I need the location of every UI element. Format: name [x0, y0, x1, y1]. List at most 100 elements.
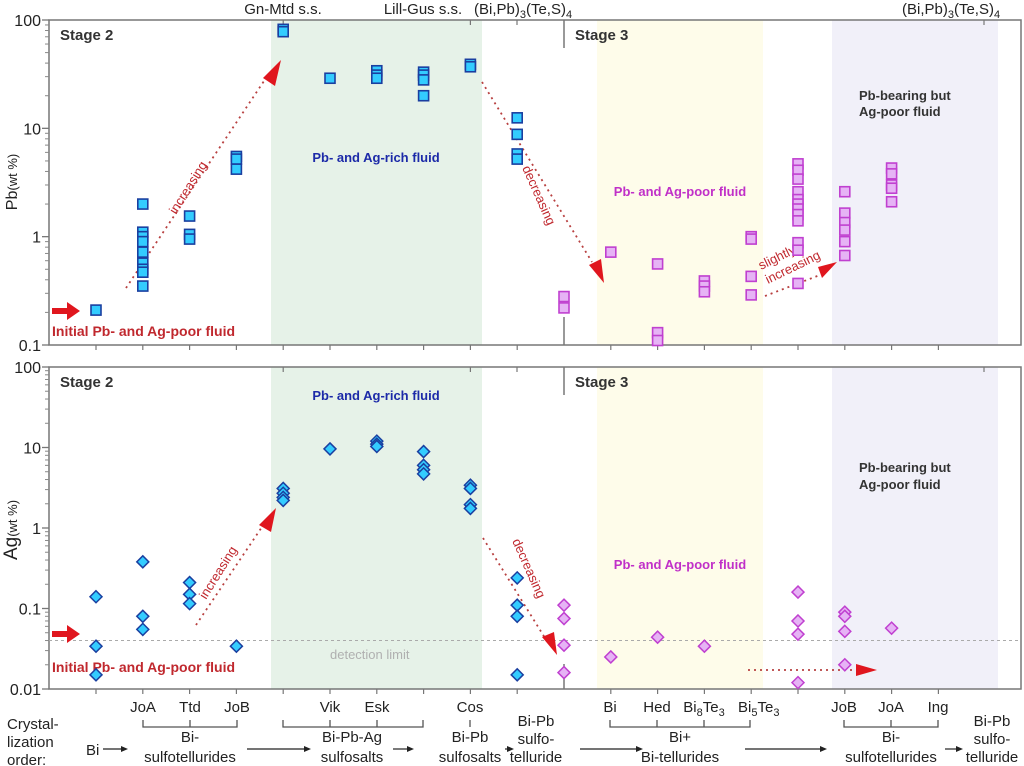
data-point	[324, 72, 336, 85]
formula-part: (Te,S)	[526, 1, 566, 18]
crystallization-label-1: Crystal-	[7, 716, 59, 733]
data-point	[369, 439, 384, 454]
formula-part: Te	[757, 699, 773, 716]
y-tick-label: 1	[32, 521, 41, 538]
data-point	[603, 649, 618, 665]
order-group-3-line2: sulfosalts	[439, 749, 502, 766]
data-point	[745, 233, 758, 245]
band-poor-bottom	[597, 367, 763, 689]
band-poor-top	[597, 20, 763, 345]
y-tick-label: 0.01	[10, 682, 41, 699]
order-arrow-3-head-icon	[407, 746, 414, 752]
order-arrow-6-head-icon	[820, 746, 827, 752]
data-point	[464, 60, 477, 73]
crystallization-label-3: order:	[7, 752, 46, 766]
annotation-rich-top: Pb- and Ag-rich fluid	[312, 150, 439, 165]
mineral-label-cos: Cos	[457, 699, 484, 716]
trend-line-decreasing-top	[481, 81, 593, 263]
trend-line-increasing-top	[125, 74, 269, 289]
trend-line-decreasing-bottom	[482, 537, 546, 639]
data-point	[510, 667, 525, 682]
data-point	[417, 89, 430, 102]
y-tick-label: 0.1	[19, 602, 41, 619]
data-point	[838, 207, 851, 219]
annotation-increasing-top: increasing	[166, 158, 210, 216]
data-point	[604, 246, 617, 258]
y-axis-label-ag-unit: (wt %)	[5, 500, 20, 537]
data-point	[183, 210, 196, 222]
data-point	[838, 185, 851, 198]
data-point	[416, 444, 431, 459]
mineral-label-vik: Vik	[320, 699, 341, 716]
data-point	[558, 302, 570, 314]
data-point	[885, 195, 898, 208]
data-point	[838, 249, 851, 262]
data-point	[183, 233, 196, 245]
order-group-1-line2: sulfotellurides	[144, 749, 236, 766]
order-group-1-line1: Bi-	[181, 729, 199, 746]
annotation-decreasing-top: decreasing	[519, 163, 559, 227]
order-arrow-2-head-icon	[304, 746, 311, 752]
group-brackets	[142, 720, 939, 728]
y-tick-label: 1	[32, 230, 41, 247]
mineral-label-ttd: Ttd	[179, 699, 201, 716]
annotation-bearing-bottom-2: Ag-poor fluid	[859, 477, 941, 492]
data-point	[511, 153, 524, 165]
stage-3-label-top: Stage 3	[575, 27, 628, 44]
data-point	[697, 639, 712, 654]
formula-sub: 3	[520, 9, 526, 21]
data-point	[88, 639, 104, 654]
data-point	[558, 290, 570, 303]
arrow-initial-bottom-icon	[52, 625, 80, 643]
data-point	[792, 173, 804, 185]
mineral-label-job-2: JoB	[831, 699, 857, 716]
y-tick-label: 10	[23, 121, 41, 138]
data-point	[792, 215, 804, 227]
band-bearing-bottom	[832, 367, 998, 689]
formula-part: Bi	[683, 699, 696, 716]
arrow-head-decreasing-bottom-icon	[542, 632, 557, 655]
data-point	[556, 598, 572, 613]
data-point	[510, 609, 525, 624]
data-point	[90, 304, 102, 316]
order-group-2-line1: Bi-Pb-Ag	[322, 729, 382, 746]
formula-sub: 5	[751, 707, 757, 719]
y-tick-label: 100	[14, 360, 41, 377]
order-group-5-line2: Bi-tellurides	[641, 749, 719, 766]
data-point	[137, 198, 149, 210]
plot-frame-top	[48, 19, 1022, 346]
mineral-label-joa-2: JoA	[878, 699, 904, 716]
arrow-head-increasing-top-icon	[263, 60, 281, 86]
data-point	[135, 622, 150, 637]
band-rich-bottom	[271, 367, 482, 689]
data-point	[463, 481, 478, 496]
data-point	[137, 280, 149, 292]
formula-part: (Bi,Pb)	[902, 1, 948, 18]
formula-part: (Te,S)	[954, 1, 994, 18]
y-axis-label-ag-main: Ag	[1, 537, 22, 560]
formula-sub: 3	[948, 9, 954, 21]
data-point	[137, 235, 149, 248]
annotation-increasing-bottom: increasing	[196, 543, 240, 601]
mineral-label-bi5te3: Bi5Te3	[738, 699, 779, 719]
order-group-4-line3: telluride	[510, 749, 563, 766]
data-point	[792, 244, 804, 257]
mineral-label-hed: Hed	[643, 699, 671, 716]
order-arrow-5-head-icon	[636, 746, 643, 752]
data-point	[416, 466, 431, 481]
arrow-head-increasing-bottom-icon	[259, 508, 276, 532]
mineral-label-esk: Esk	[364, 699, 390, 716]
annotation-initial-top: Initial Pb- and Ag-poor fluid	[52, 323, 235, 339]
y-tick-label: 10	[23, 441, 41, 458]
points-bottom	[88, 434, 899, 690]
data-point	[229, 639, 244, 654]
data-point	[556, 638, 572, 653]
bracket-bi-tellurides	[609, 720, 751, 728]
arrow-head-decreasing-top-icon	[589, 259, 604, 283]
formula-part: Bi	[738, 699, 751, 716]
data-point	[885, 182, 898, 195]
order-group-3-line1: Bi-Pb	[452, 729, 489, 746]
data-point	[884, 621, 899, 636]
order-group-7-line2: sulfo-	[974, 731, 1011, 748]
